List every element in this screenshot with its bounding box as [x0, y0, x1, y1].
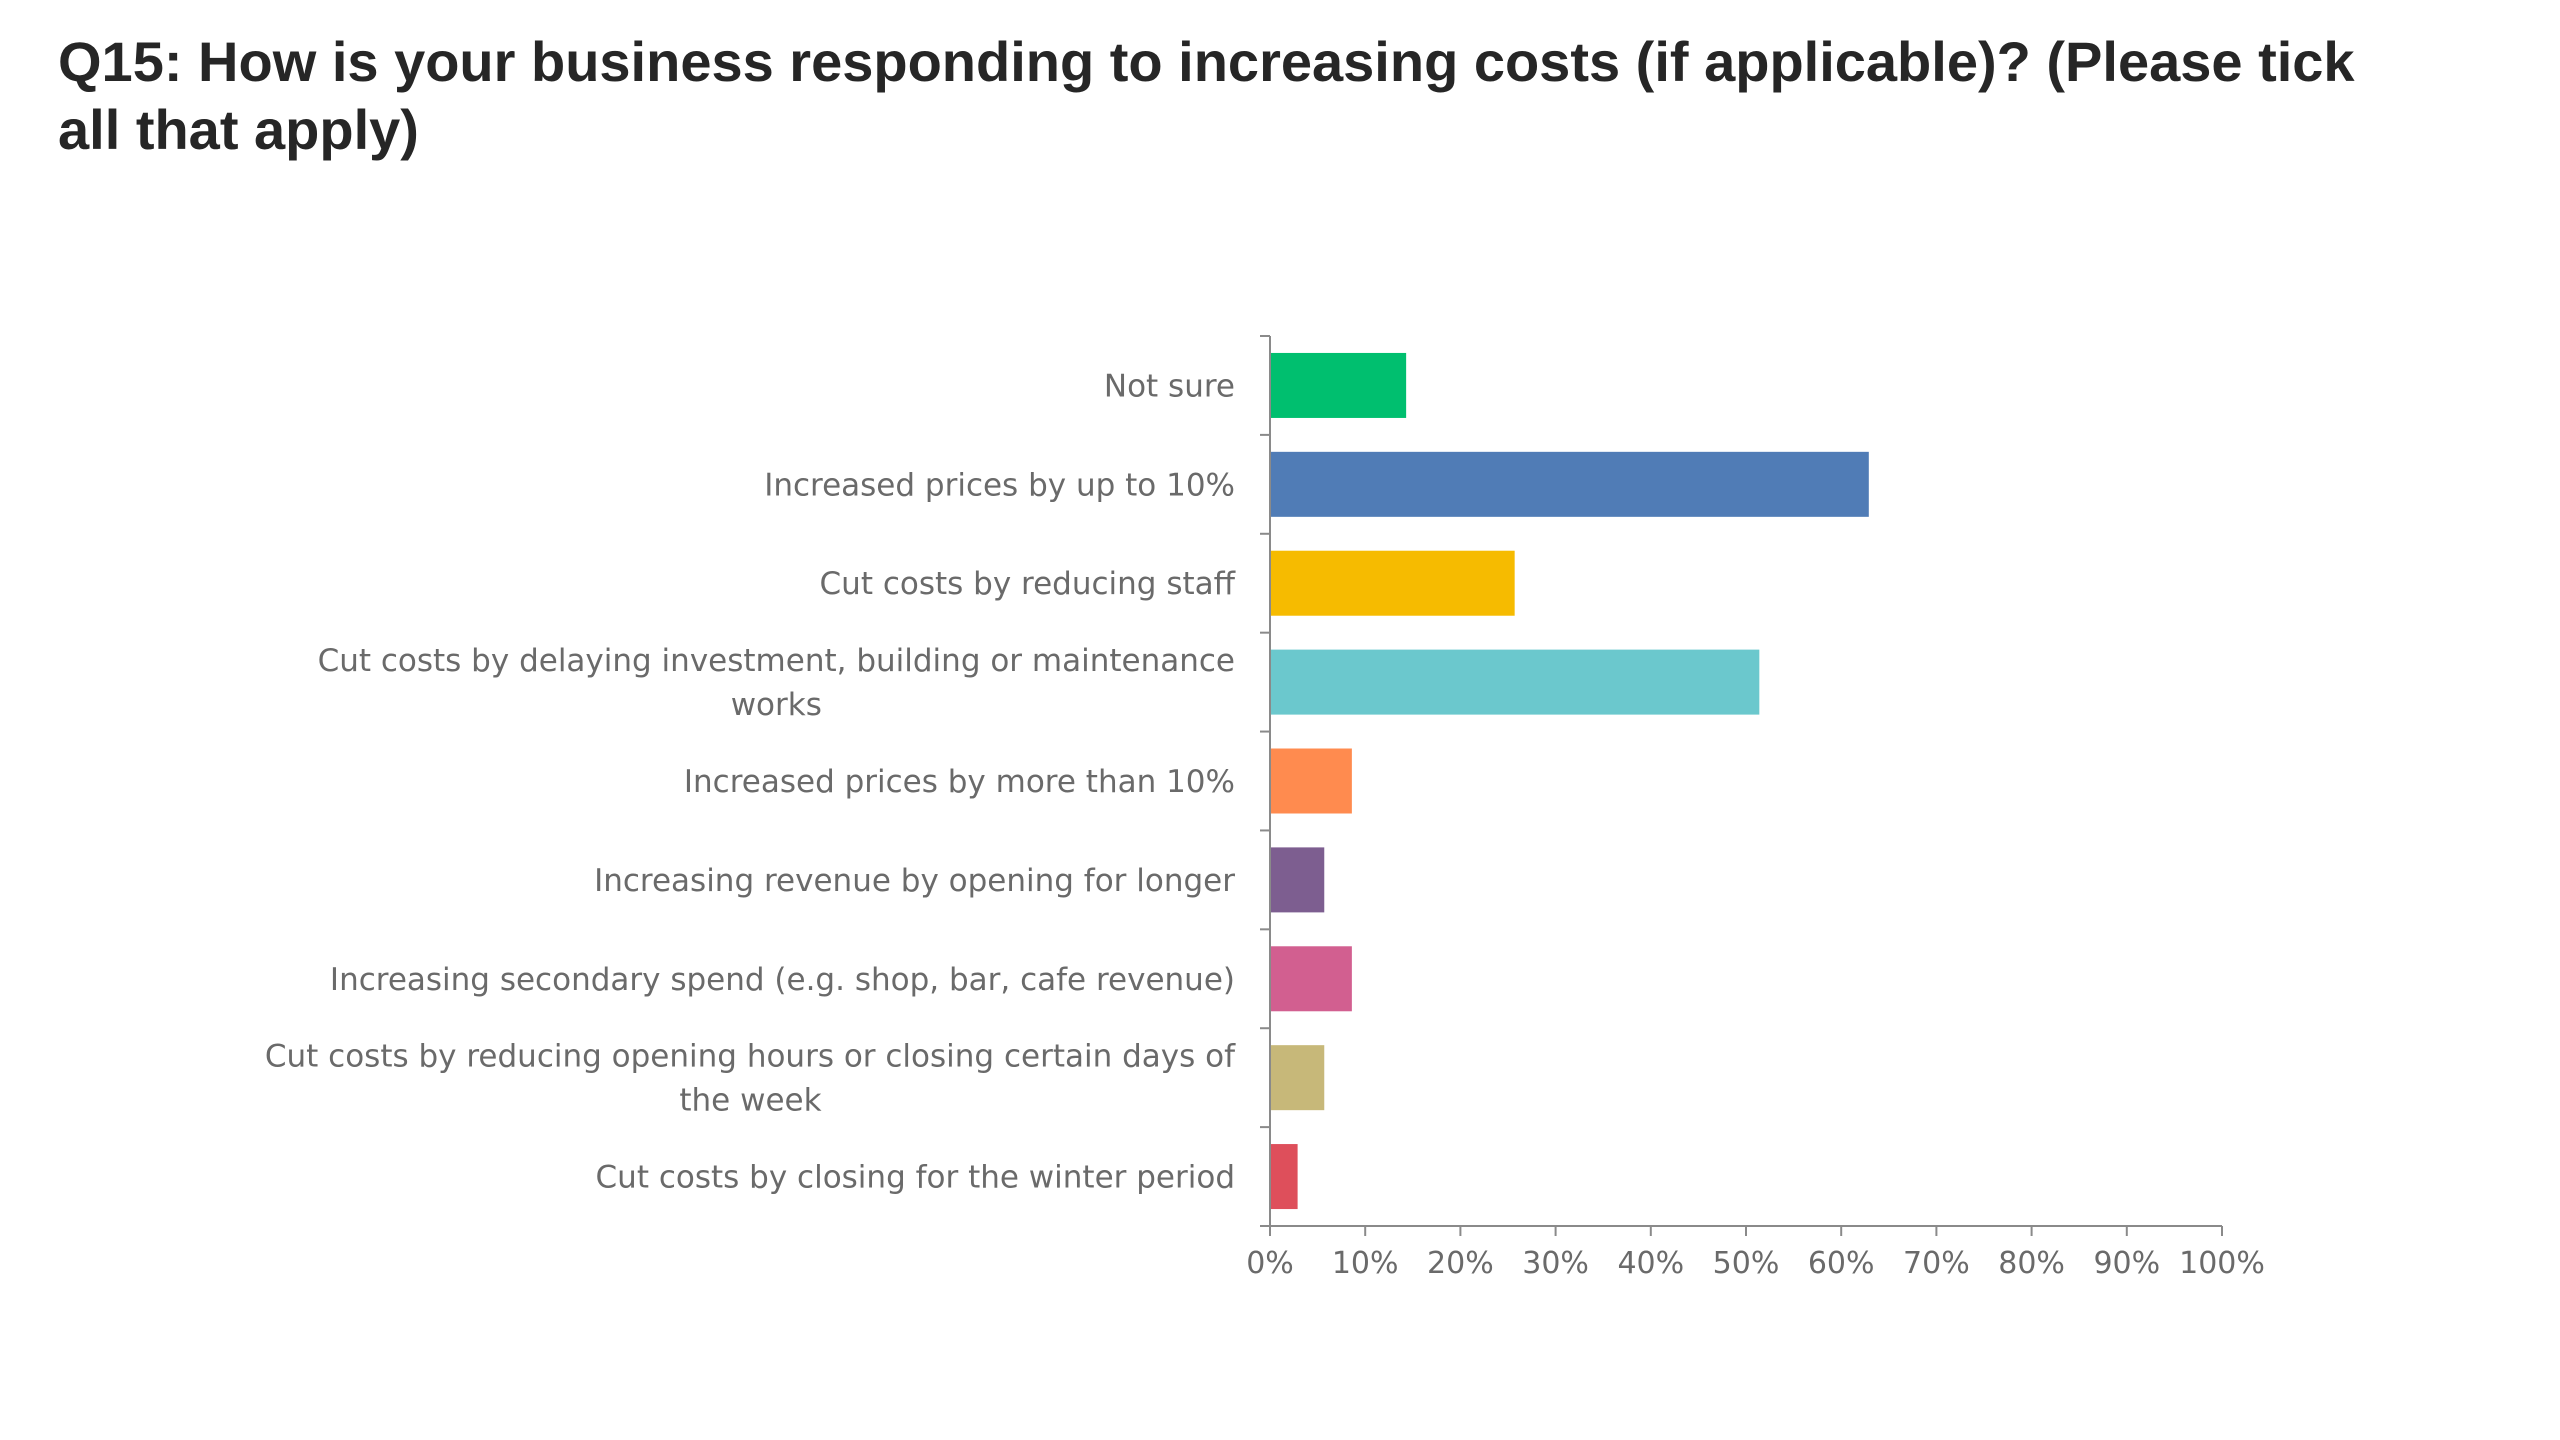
category-label: Not sure [1104, 368, 1235, 404]
bar [1271, 550, 1515, 616]
category-label: Increasing revenue by opening for longer [594, 863, 1235, 899]
bar [1271, 946, 1352, 1012]
slide-title: Q15: How is your business responding to … [58, 30, 2355, 161]
category-label: Cut costs by delaying investment, buildi… [318, 643, 1235, 679]
category-label: works [731, 687, 822, 723]
category-label: Cut costs by reducing staff [820, 566, 1236, 602]
bar [1271, 1045, 1325, 1111]
bar [1271, 1144, 1298, 1210]
x-tick-label: 20% [1427, 1246, 1494, 1281]
x-tick-label: 100% [2179, 1246, 2265, 1281]
x-tick-label: 40% [1617, 1246, 1684, 1281]
category-label: the week [679, 1083, 821, 1119]
category-label: Increasing secondary spend (e.g. shop, b… [330, 962, 1235, 998]
bar [1271, 451, 1869, 517]
bar [1271, 649, 1760, 715]
category-label: Cut costs by reducing opening hours or c… [265, 1039, 1236, 1075]
category-label: Cut costs by closing for the winter peri… [596, 1160, 1235, 1196]
category-label: Increased prices by more than 10% [684, 764, 1235, 800]
x-tick-label: 70% [1903, 1246, 1970, 1281]
x-tick-label: 50% [1713, 1246, 1780, 1281]
x-tick-label: 60% [1808, 1246, 1875, 1281]
category-label: Increased prices by up to 10% [764, 467, 1235, 503]
x-tick-label: 90% [2093, 1246, 2160, 1281]
x-tick-label: 0% [1246, 1246, 1294, 1281]
x-tick-label: 10% [1332, 1246, 1399, 1281]
x-tick-label: 30% [1522, 1246, 1589, 1281]
x-tick-label: 80% [1998, 1246, 2065, 1281]
bar [1271, 352, 1407, 418]
bar [1271, 847, 1325, 913]
bar [1271, 748, 1352, 814]
